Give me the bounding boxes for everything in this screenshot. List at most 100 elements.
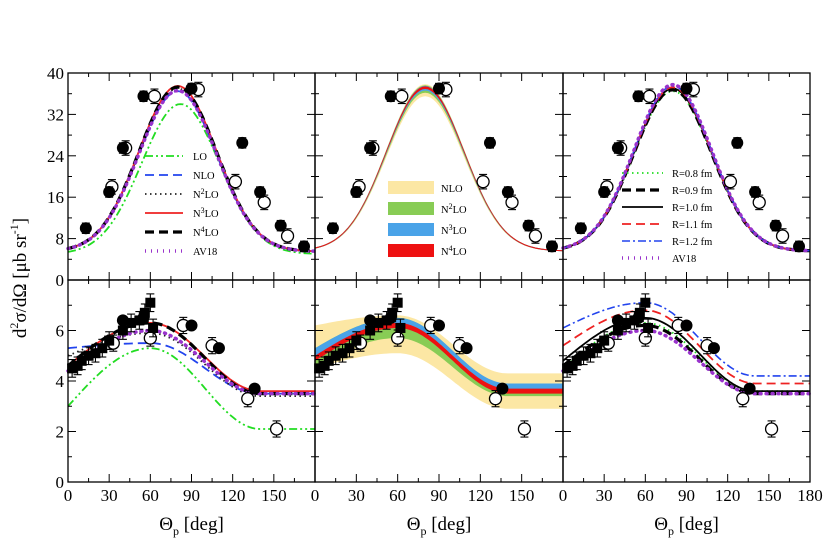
data-point-filled: [731, 136, 744, 149]
data-point-filled: [185, 82, 198, 95]
data-point-open: [736, 392, 750, 406]
legend-swatch-band_NLO: [388, 181, 434, 194]
x-tick-label: 120: [468, 486, 494, 505]
data-point-open: [476, 175, 490, 189]
data-point-filled: [384, 90, 397, 103]
data-point-square: [365, 325, 376, 336]
legend-label-R08: R=0.8 fm: [672, 169, 712, 180]
data-point-filled: [364, 314, 377, 327]
data-point-filled: [364, 142, 377, 155]
data-point-filled: [680, 82, 693, 95]
x-tick-label: 90: [183, 486, 200, 505]
legend-label-band_NLO: NLO: [441, 184, 463, 195]
legend-text-sup: 4: [449, 244, 453, 253]
x-tick-label: 30: [101, 486, 118, 505]
band-bottom-band_N2LO: [315, 317, 563, 397]
data-point-filled: [632, 311, 645, 324]
legend-label-R10: R=1.0 fm: [672, 203, 712, 214]
data-point-filled: [611, 314, 624, 327]
data-point-square: [323, 355, 334, 366]
data-point-filled: [749, 186, 762, 199]
x-tick-label: 120: [715, 486, 741, 505]
data-point-square: [612, 325, 623, 336]
legend-text-sup: 3: [449, 223, 453, 232]
data-point-filled: [137, 90, 150, 103]
data-point-filled: [574, 222, 587, 235]
curve-top-AV18: [66, 88, 317, 253]
data-point-filled: [103, 186, 116, 199]
data-point-filled: [254, 186, 267, 199]
curve-bottom-R11: [562, 309, 810, 385]
data-point-square: [395, 322, 406, 333]
x-tick-label: 0: [559, 486, 568, 505]
panel-frame: [562, 279, 811, 483]
data-point-filled: [460, 342, 473, 355]
x-tick-label: 150: [261, 486, 287, 505]
legend-label-N4LO: N4LO: [193, 225, 219, 239]
data-point-square: [104, 335, 115, 346]
y-axis-label: d2σ/dΩ [μb sr-1]: [7, 218, 31, 338]
data-point-open: [638, 331, 652, 345]
legend-label-N2LO: N2LO: [193, 187, 219, 201]
x-label-unit: [deg]: [426, 514, 471, 535]
data-point-square: [373, 317, 384, 328]
data-point-filled: [496, 382, 509, 395]
y-label-close: ]: [10, 218, 31, 224]
legend-text-rest: LO: [205, 209, 219, 220]
curve-top-LO: [67, 103, 316, 255]
legend-text-rest: LO: [205, 228, 219, 239]
legend-text-sup: 2: [449, 202, 453, 211]
x-axis-label: Θp [deg]: [159, 514, 224, 538]
data-point-filled: [501, 186, 514, 199]
data-point-square: [314, 363, 325, 374]
data-point-square: [72, 360, 83, 371]
legend-text-sup: 3: [201, 206, 205, 215]
data-point-square: [83, 350, 94, 361]
data-point-square: [319, 360, 330, 371]
data-point-filled: [137, 311, 150, 324]
data-point-open: [517, 422, 532, 436]
x-tick-label: 60: [389, 486, 406, 505]
legend-label-N3LO: N3LO: [193, 206, 219, 220]
data-point-open: [642, 89, 657, 103]
x-label-sub: p: [173, 524, 179, 538]
legend-swatch-band_N2LO: [388, 202, 434, 215]
legend-text-main: N: [441, 247, 449, 258]
data-point-square: [330, 350, 341, 361]
x-tick-label: 60: [637, 486, 654, 505]
y-tick-label-top: 0: [56, 271, 65, 290]
data-point-filled: [769, 219, 782, 232]
legend-label-band_N3LO: N3LO: [441, 223, 467, 237]
data-point-square: [621, 317, 632, 328]
y-tick-label-top: 16: [47, 188, 64, 207]
legend-text-main: LO: [193, 152, 207, 163]
data-point-filled: [433, 82, 445, 95]
data-point-square: [351, 335, 362, 346]
data-point-square: [640, 297, 651, 308]
legend-label-AV18: AV18: [672, 254, 696, 265]
data-point-square: [76, 355, 87, 366]
y-tick-label-top: 8: [56, 230, 65, 249]
legend-label-LO: LO: [193, 152, 207, 163]
data-point-open: [257, 195, 271, 210]
legend-label-R09: R=0.9 fm: [672, 186, 712, 197]
data-point-square: [578, 350, 589, 361]
legend-text-main: N: [441, 205, 449, 216]
y-label-body: σ/dΩ [μb sr: [10, 234, 31, 323]
data-point-open: [488, 392, 503, 406]
data-point-filled: [743, 382, 756, 395]
panel-frame: [67, 279, 316, 483]
panel-frame: [67, 72, 316, 281]
data-point-square: [571, 355, 582, 366]
x-tick-label: 150: [756, 486, 782, 505]
x-label-theta: Θ: [654, 514, 668, 535]
legend-label-band_N2LO: N2LO: [441, 202, 467, 216]
x-tick-label: 120: [220, 486, 246, 505]
data-point-filled: [793, 240, 806, 253]
data-point-open: [505, 195, 519, 210]
x-label-unit: [deg]: [674, 514, 719, 535]
data-point-open: [395, 89, 409, 103]
data-point-filled: [326, 222, 339, 235]
data-point-filled: [483, 136, 496, 149]
